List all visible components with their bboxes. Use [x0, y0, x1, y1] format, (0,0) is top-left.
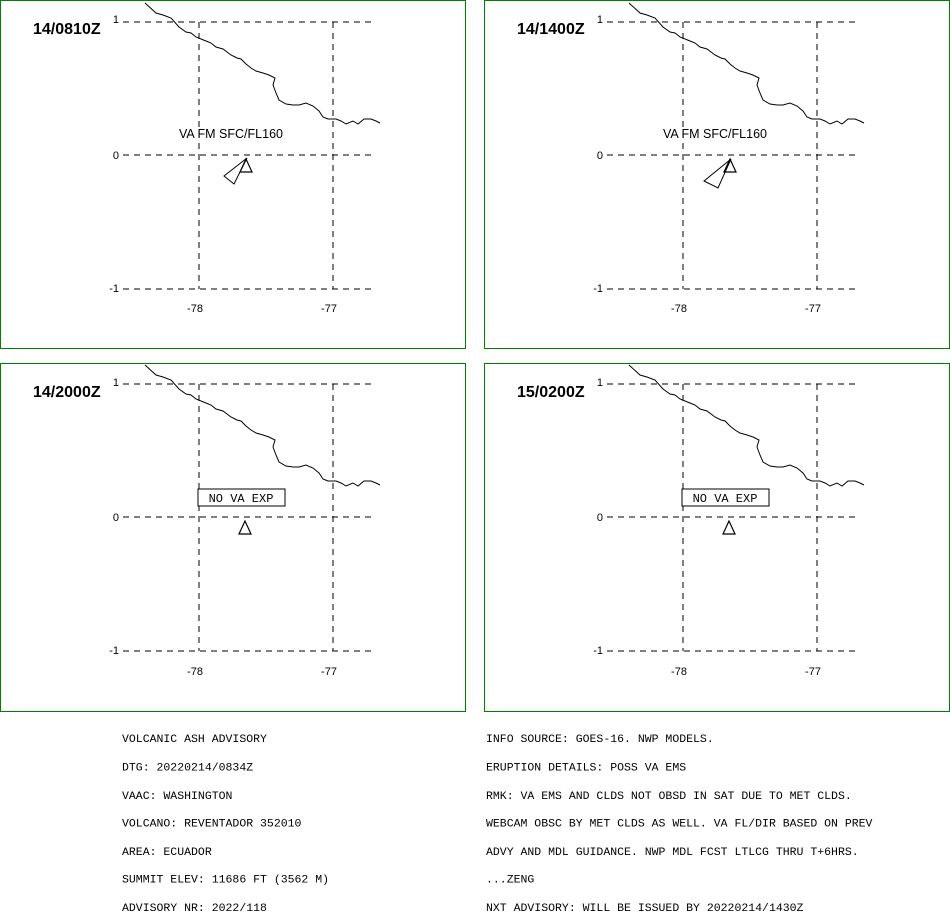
ash-layer-label: VA FM SFC/FL160 — [663, 127, 767, 141]
advisory-details-block: INFO SOURCE: GOES-16. NWP MODELS. ERUPTI… — [486, 717, 872, 923]
no-ash-label-box — [681, 488, 770, 507]
map-canvas-3: 14/2000Z 1 0 -1 -78 -77 NO VA EXP — [33, 364, 381, 678]
advisory-area: AREA: ECUADOR — [122, 846, 212, 859]
no-ash-label: NO VA EXP — [693, 492, 758, 506]
forecast-panel-4: 15/0200Z 1 0 -1 -78 -77 NO VA EXP — [484, 363, 950, 712]
no-ash-label-box — [197, 488, 286, 507]
lat-tick-label-1: 1 — [597, 377, 603, 389]
no-ash-label: NO VA EXP — [209, 492, 274, 506]
lat-tick-label-0: 0 — [113, 512, 119, 524]
lon-tick-label-78: -78 — [187, 666, 203, 678]
advisory-header-block: VOLCANIC ASH ADVISORY DTG: 20220214/0834… — [122, 717, 329, 923]
map-canvas-4: 15/0200Z 1 0 -1 -78 -77 NO VA EXP — [517, 364, 865, 678]
lat-tick-label-minus1: -1 — [109, 283, 119, 295]
lon-tick-label-77: -77 — [805, 303, 821, 315]
map-canvas-2: 14/1400Z 1 0 -1 -78 -77 VA FM SFC/FL160 — [517, 2, 865, 315]
lat-tick-label-minus1: -1 — [109, 645, 119, 657]
advisory-dtg: DTG: 20220214/0834Z — [122, 762, 254, 775]
advisory-forecaster: ...ZENG — [486, 874, 535, 887]
lat-tick-label-minus1: -1 — [593, 645, 603, 657]
advisory-volcano: VOLCANO: REVENTADOR 352010 — [122, 818, 302, 831]
advisory-remarks-line-2: WEBCAM OBSC BY MET CLDS AS WELL. VA FL/D… — [486, 818, 873, 831]
lat-tick-label-minus1: -1 — [593, 283, 603, 295]
panel-time-label: 15/0200Z — [517, 384, 585, 401]
lat-tick-label-1: 1 — [113, 14, 119, 26]
advisory-title: VOLCANIC ASH ADVISORY — [122, 733, 267, 746]
lon-tick-label-78: -78 — [187, 303, 203, 315]
advisory-info-source: INFO SOURCE: GOES-16. NWP MODELS. — [486, 733, 714, 746]
panel-time-label: 14/2000Z — [33, 384, 101, 401]
lat-tick-label-1: 1 — [597, 14, 603, 26]
lon-tick-label-78: -78 — [671, 303, 687, 315]
volcano-triangle-icon — [722, 519, 736, 535]
advisory-vaac: VAAC: WASHINGTON — [122, 790, 233, 803]
advisory-remarks-line-3: ADVY AND MDL GUIDANCE. NWP MDL FCST LTLC… — [486, 846, 859, 859]
lon-tick-label-77: -77 — [321, 303, 337, 315]
coastline — [628, 364, 865, 487]
advisory-eruption-details: ERUPTION DETAILS: POSS VA EMS — [486, 762, 687, 775]
advisory-number: ADVISORY NR: 2022/118 — [122, 902, 267, 915]
map-canvas-1: 14/0810Z 1 0 -1 -78 -77 VA FM SFC/FL160 — [33, 2, 381, 315]
lat-tick-label-0: 0 — [597, 150, 603, 162]
panel-time-label: 14/0810Z — [33, 21, 101, 38]
forecast-panel-3: 14/2000Z 1 0 -1 -78 -77 NO VA EXP — [0, 363, 466, 712]
ash-layer-label: VA FM SFC/FL160 — [179, 127, 283, 141]
advisory-summit-elev: SUMMIT ELEV: 11686 FT (3562 M) — [122, 874, 330, 887]
lat-tick-label-1: 1 — [113, 377, 119, 389]
advisory-remarks-line-1: RMK: VA EMS AND CLDS NOT OBSD IN SAT DUE… — [486, 790, 852, 803]
forecast-panel-1: 14/0810Z 1 0 -1 -78 -77 VA FM SFC/FL160 — [0, 0, 466, 349]
volcano-triangle-icon — [238, 519, 252, 535]
lon-tick-label-78: -78 — [671, 666, 687, 678]
ash-plume-polygon — [703, 158, 732, 189]
coastline — [628, 2, 865, 125]
lon-tick-label-77: -77 — [321, 666, 337, 678]
forecast-panel-2: 14/1400Z 1 0 -1 -78 -77 VA FM SFC/FL160 — [484, 0, 950, 349]
panel-time-label: 14/1400Z — [517, 21, 585, 38]
volcano-triangle-icon — [239, 157, 253, 173]
lat-tick-label-0: 0 — [597, 512, 603, 524]
advisory-next-advisory: NXT ADVISORY: WILL BE ISSUED BY 20220214… — [486, 902, 804, 915]
lat-tick-label-0: 0 — [113, 150, 119, 162]
coastline — [144, 364, 381, 487]
ash-plume-polygon — [223, 157, 248, 185]
coastline — [144, 2, 381, 125]
volcano-triangle-icon — [723, 157, 737, 173]
lon-tick-label-77: -77 — [805, 666, 821, 678]
